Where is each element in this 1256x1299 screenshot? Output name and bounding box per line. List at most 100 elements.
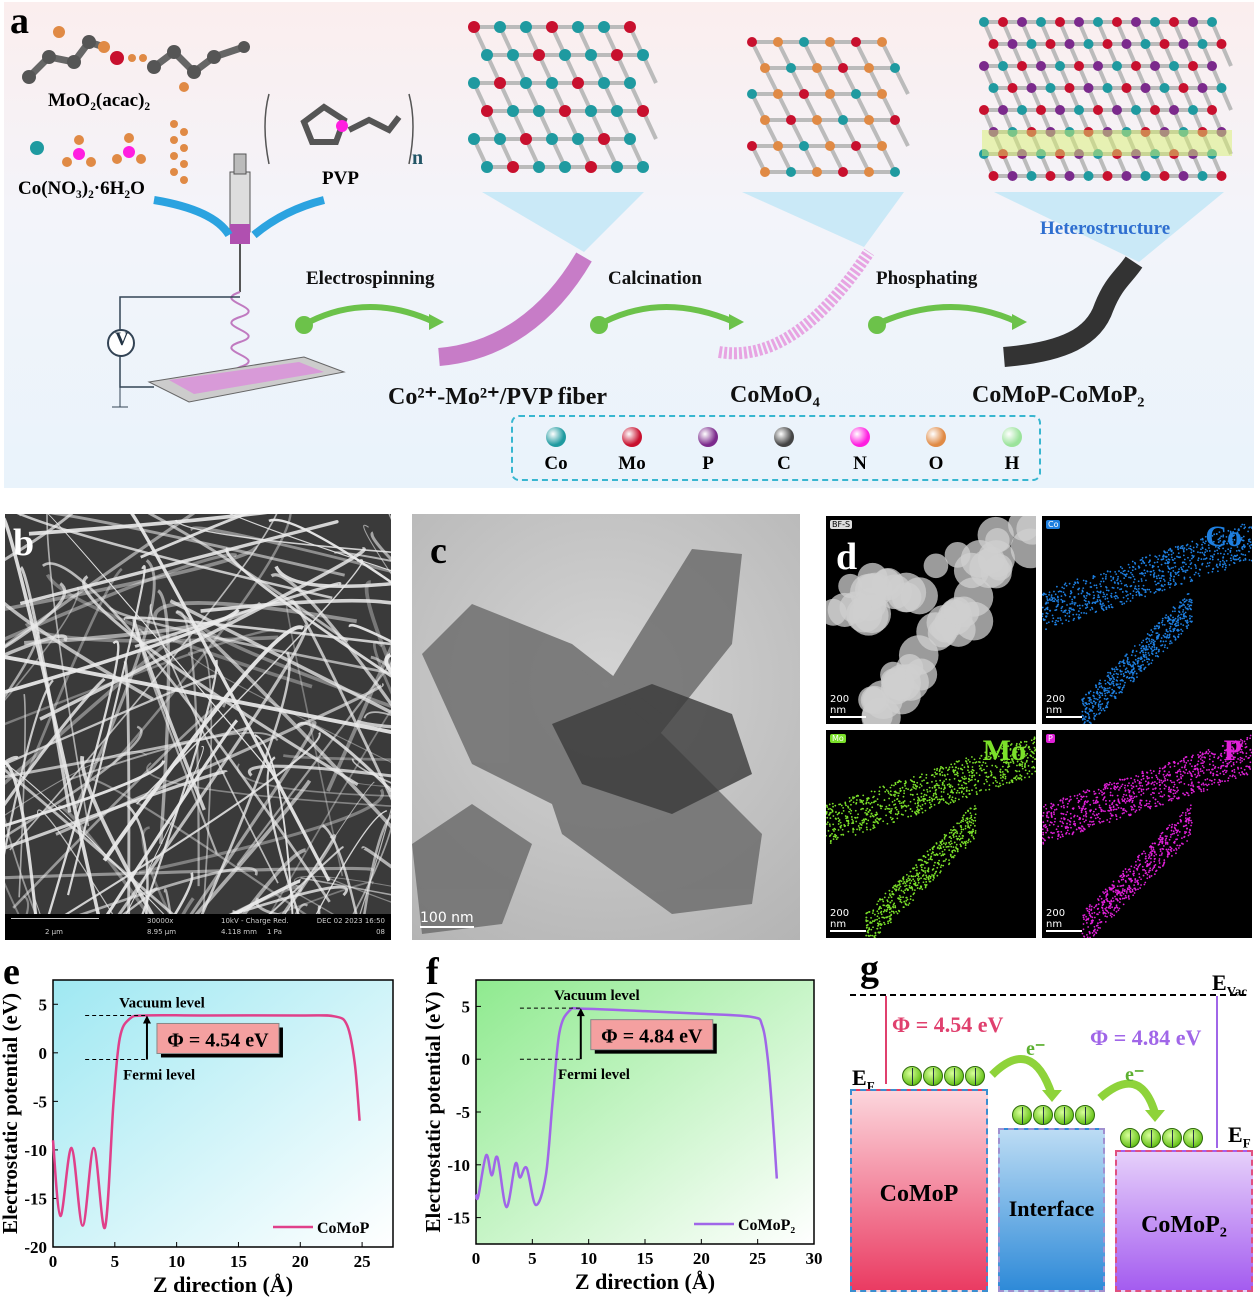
y-tick-label: -5 bbox=[33, 1092, 47, 1111]
y-tick-label: -20 bbox=[24, 1238, 47, 1257]
precursor-label: Co(NO₃)₂·6H₂O bbox=[18, 178, 145, 199]
vacuum-level-line bbox=[850, 994, 1246, 996]
panel-f-chart: f 0 5 10 15 20 25 30 -15 -10 -5 0 5 Z direction (Å) El… bbox=[421, 951, 823, 1294]
voltage-label: V bbox=[115, 329, 129, 350]
moo2-acac-molecule-icon bbox=[22, 26, 250, 92]
interface-block: Interface bbox=[998, 1128, 1105, 1292]
product-label: Co²⁺-Mo²⁺/PVP fiber bbox=[388, 384, 608, 410]
electron-label: e⁻ bbox=[1125, 1064, 1145, 1086]
atom-icon bbox=[1002, 427, 1022, 447]
x-axis-label: Z direction (Å) bbox=[153, 1272, 293, 1297]
legend-item-p: P bbox=[683, 427, 733, 475]
vacuum-level-label: Vacuum level bbox=[554, 988, 640, 1004]
fermi-level-label: Fermi level bbox=[558, 1067, 630, 1083]
sem-fibers-image bbox=[5, 514, 391, 914]
precursor-label: MoO₂(acac)₂ bbox=[48, 90, 151, 111]
pvp-fiber-icon bbox=[438, 252, 592, 366]
process-arrow-icon bbox=[590, 304, 744, 334]
working-distance: 4.118 mm bbox=[221, 928, 257, 936]
panel-a-synthesis-scheme: a MoO₂(acac)₂ Co(NO₃)₂·6H₂O PVP n V bbox=[4, 2, 1254, 488]
x-tick-label: 30 bbox=[806, 1249, 823, 1268]
fiber-lattice-icon bbox=[468, 21, 658, 173]
ef-label: EF bbox=[1228, 1122, 1251, 1151]
scheme-graphics bbox=[22, 17, 1233, 408]
frame-number: 08 bbox=[376, 928, 385, 936]
panel-label: e bbox=[3, 951, 20, 993]
sem-info-bar: 2 μm 30000x 8.95 μm 10kV - Charge Red. 4… bbox=[5, 914, 391, 940]
element-tag: P bbox=[1046, 734, 1055, 743]
element-tag: Mo bbox=[830, 734, 846, 743]
legend-label: C bbox=[777, 453, 791, 474]
electrons bbox=[1120, 1128, 1204, 1153]
heterostructure-lattice-icon bbox=[979, 17, 1233, 181]
step-calcination: Calcination bbox=[608, 268, 702, 289]
panel-label: d bbox=[836, 536, 858, 578]
electron-transfer-arrows bbox=[989, 1055, 1165, 1122]
comoo4-lattice-icon bbox=[747, 37, 910, 177]
polymer-label: PVP bbox=[322, 168, 359, 189]
x-tick-label: 10 bbox=[168, 1252, 185, 1271]
eds-map-co: Co Co 200 nm bbox=[1042, 516, 1252, 724]
legend-item-o: O bbox=[911, 427, 961, 475]
step-electrospinning: Electrospinning bbox=[306, 268, 435, 289]
scale-bar: 200 nm bbox=[1046, 908, 1082, 932]
arrow-icon bbox=[251, 196, 325, 239]
scale-bar: 2 μm bbox=[45, 928, 63, 936]
comop2-block: CoMoP₂ bbox=[1115, 1150, 1253, 1292]
y-tick-label: -15 bbox=[24, 1189, 47, 1208]
x-tick-label: 25 bbox=[354, 1252, 371, 1271]
atom-icon bbox=[926, 427, 946, 447]
panel-c-tem-image: c 100 nm bbox=[412, 514, 800, 940]
legend-label: CoMoP₂ bbox=[738, 1217, 795, 1234]
date: DEC 02 2023 16:50 bbox=[316, 917, 385, 925]
panel-e-chart: e 0 5 10 15 20 25 -20 -15 -10 -5 0 5 Z direction (Å) E… bbox=[0, 951, 394, 1297]
pvp-molecule-icon bbox=[264, 93, 414, 165]
collector-icon bbox=[169, 362, 324, 394]
panel-b-sem-image: b 2 μm 30000x 8.95 μm 10kV - Charge Red.… bbox=[5, 514, 391, 940]
legend-label: N bbox=[853, 453, 867, 474]
work-function-box bbox=[590, 1019, 714, 1051]
product-label: CoMoO₄ bbox=[730, 382, 820, 408]
heterostructure-label: Heterostructure bbox=[1040, 218, 1171, 239]
fermi-level-label: Fermi level bbox=[123, 1068, 195, 1084]
comop-block: CoMoP bbox=[850, 1089, 988, 1292]
atom-icon bbox=[622, 427, 642, 447]
work-function-label: Φ = 4.54 eV bbox=[167, 1029, 269, 1051]
legend-label: CoMoP bbox=[317, 1220, 370, 1237]
voltage-source-icon bbox=[107, 329, 135, 357]
panel-label: f bbox=[426, 951, 440, 993]
legend-label: O bbox=[928, 453, 944, 474]
legend-label: P bbox=[702, 453, 714, 474]
evac-label: EVac bbox=[1212, 970, 1248, 999]
eds-map-p: P P 200 nm bbox=[1042, 730, 1252, 938]
phi-comop-label: Φ = 4.54 eV bbox=[892, 1012, 1004, 1037]
element-name: Mo bbox=[982, 734, 1026, 767]
panel-label: g bbox=[860, 948, 879, 990]
y-tick-label: -10 bbox=[24, 1141, 47, 1160]
y-tick-label: 5 bbox=[462, 997, 471, 1016]
element-legend: Co Mo P C N O H bbox=[511, 415, 1041, 481]
polymer-repeat-label: n bbox=[412, 147, 424, 169]
electron-label: e⁻ bbox=[1026, 1038, 1046, 1060]
phi-comop2-label: Φ = 4.84 eV bbox=[1090, 1025, 1202, 1050]
voltage-mode: 10kV - Charge Red. bbox=[221, 917, 289, 925]
scale-bar: 200 nm bbox=[1046, 694, 1082, 718]
legend-item-c: C bbox=[759, 427, 809, 475]
vacuum-level-label: Vacuum level bbox=[119, 995, 205, 1011]
curved-arrow-icon bbox=[1097, 1079, 1159, 1115]
x-tick-label: 0 bbox=[472, 1249, 481, 1268]
phi-arrow-icon bbox=[885, 996, 887, 1084]
x-tick-label: 25 bbox=[749, 1249, 766, 1268]
scale-bar: 200 nm bbox=[830, 908, 866, 932]
phi-arrow-icon bbox=[1216, 996, 1218, 1148]
y-axis-label: Electrostatic potential (eV) bbox=[421, 991, 445, 1232]
legend-label: H bbox=[1004, 453, 1020, 474]
plot-area bbox=[52, 979, 394, 1248]
panel-label: b bbox=[13, 522, 35, 564]
x-tick-label: 5 bbox=[111, 1252, 120, 1271]
syringe-icon bbox=[229, 153, 251, 292]
eds-map-mo: Mo Mo 200 nm bbox=[826, 730, 1036, 938]
process-arrow-icon bbox=[868, 304, 1027, 334]
process-arrow-icon bbox=[295, 304, 444, 334]
x-axis-label: Z direction (Å) bbox=[575, 1269, 715, 1294]
